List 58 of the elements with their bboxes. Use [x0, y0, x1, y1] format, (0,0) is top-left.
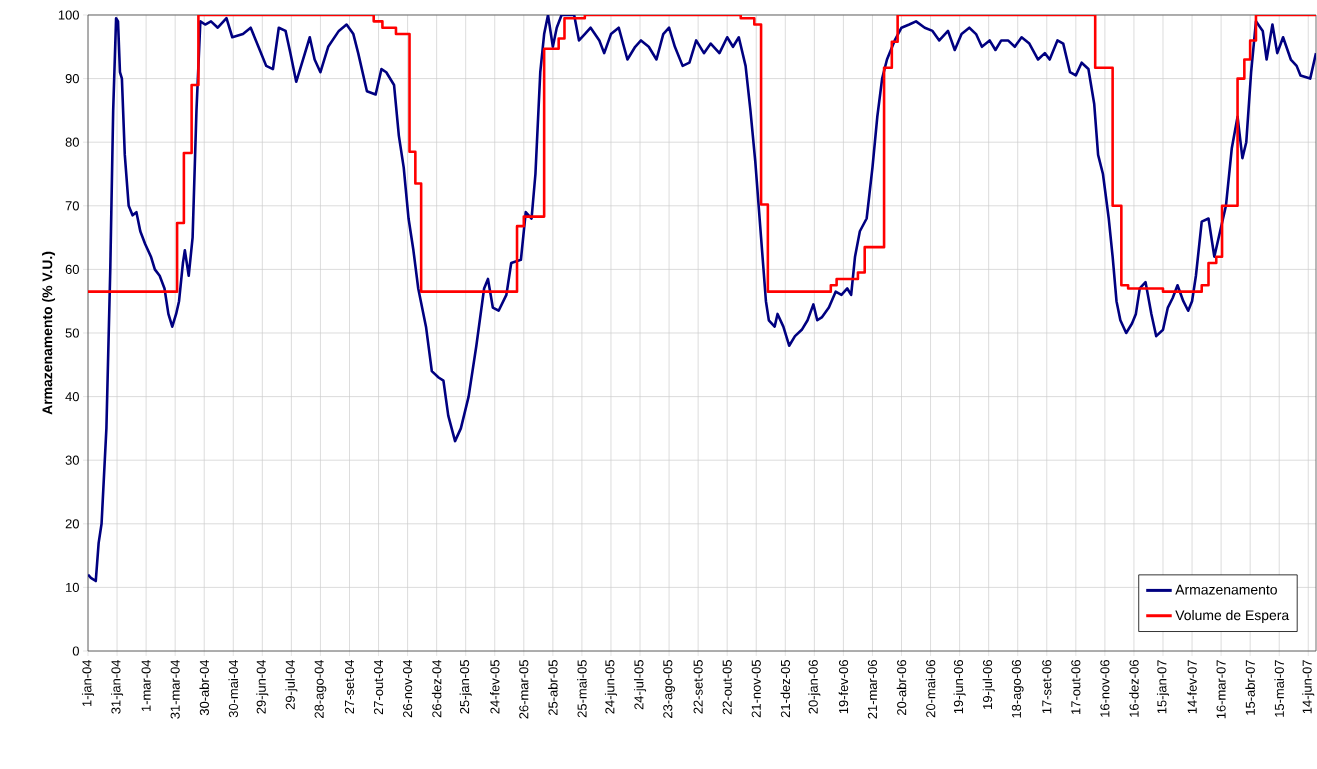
x-tick-label: 26-mar-05	[519, 660, 529, 719]
x-tick-label: 29-jul-04	[285, 659, 298, 710]
x-tick-label: 1-mar-04	[141, 659, 151, 712]
x-tick-label: 1-jan-04	[81, 659, 95, 707]
x-tick-label: 25-jan-05	[459, 660, 472, 714]
y-tick-label: 30	[65, 455, 79, 465]
x-tick-label: 20-jan-06	[808, 660, 821, 714]
x-tick-label: 27-out-04	[373, 659, 384, 715]
x-tick-label: 15-mai-07	[1274, 660, 1284, 717]
x-tick-label: 16-dez-06	[1129, 660, 1139, 717]
y-tick-label: 20	[65, 519, 79, 529]
x-tick-label: 30-mai-04	[228, 659, 239, 718]
y-tick-label: 50	[65, 328, 79, 338]
x-tick-label: 20-mai-06	[925, 660, 936, 718]
y-tick-label: 40	[65, 392, 79, 402]
y-tick-label: 60	[65, 264, 79, 274]
x-tick-label: 22-out-05	[722, 660, 732, 715]
x-tick-label: 23-ago-05	[663, 660, 675, 718]
x-tick-label: 31-jan-04	[111, 659, 124, 714]
x-tick-label: 15-abr-07	[1245, 660, 1255, 715]
x-tick-label: 18-ago-06	[1011, 660, 1024, 718]
x-tick-label: 21-nov-05	[751, 660, 761, 718]
y-tick-label: 0	[72, 646, 79, 656]
legend-label: Volume de Espera	[1175, 609, 1290, 623]
x-tick-label: 24-fev-05	[490, 660, 500, 714]
x-tick-label: 25-abr-05	[548, 660, 558, 716]
x-tick-label: 21-dez-05	[780, 660, 791, 718]
x-tick-label: 16-mar-07	[1216, 660, 1226, 719]
y-tick-label: 70	[65, 201, 79, 211]
x-tick-label: 22-set-05	[693, 660, 703, 714]
x-tick-label: 25-mai-05	[577, 660, 587, 718]
x-tick-label: 24-jul-05	[633, 660, 647, 710]
x-tick-label: 20-abr-06	[896, 660, 907, 716]
x-tick-label: 14-jun-07	[1302, 660, 1315, 714]
y-tick-label: 80	[65, 137, 79, 147]
x-tick-label: 21-mar-06	[867, 660, 878, 719]
x-tick-label: 28-ago-04	[314, 659, 327, 718]
x-tick-label: 27-set-04	[344, 659, 355, 714]
x-tick-label: 26-dez-04	[431, 659, 442, 718]
x-tick-label: 14-fev-07	[1187, 660, 1197, 714]
x-tick-label: 15-jan-07	[1156, 660, 1170, 714]
legend-label: Armazenamento	[1175, 584, 1277, 595]
x-tick-label: 26-nov-04	[403, 659, 413, 718]
x-tick-label: 24-jun-05	[604, 660, 617, 714]
y-axis-title: Armazenamento (% V.U.)	[42, 251, 56, 415]
y-tick-label: 100	[58, 10, 79, 20]
line-series	[88, 14, 1316, 583]
x-tick-label: 29-jun-04	[256, 659, 269, 714]
x-tick-label: 19-fev-06	[838, 660, 849, 714]
x-tick-label: 31-mar-04	[170, 659, 180, 719]
x-tick-label: 30-abr-04	[199, 659, 209, 716]
y-tick-label: 90	[65, 74, 79, 84]
y-tick-label: 10	[66, 582, 79, 592]
x-tick-label: 16-nov-06	[1100, 660, 1110, 717]
x-tick-label: 17-out-06	[1071, 660, 1081, 714]
x-tick-label: 17-set-06	[1042, 660, 1052, 714]
x-tick-label: 19-jul-06	[982, 660, 995, 709]
x-tick-label: 19-jun-06	[953, 660, 966, 714]
